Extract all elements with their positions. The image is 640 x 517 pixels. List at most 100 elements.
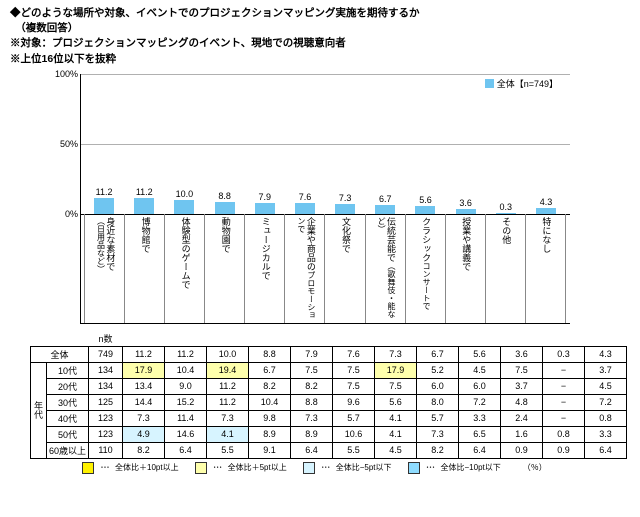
bar (415, 206, 435, 214)
data-cell: 1.6 (501, 426, 543, 442)
data-cell: 11.4 (165, 410, 207, 426)
data-cell: 5.2 (417, 362, 459, 378)
data-cell: 8.2 (249, 378, 291, 394)
y-tick-100: 100% (52, 69, 78, 79)
category-labels: 身近な素材で（日用品など）博物館で体験型のゲームで動物園でミュージカルで企業や商… (80, 214, 570, 324)
table-row: 全体74911.211.210.08.87.97.67.36.75.63.60.… (31, 346, 627, 362)
data-cell: 10.4 (249, 394, 291, 410)
category-slot: 動物園で (204, 214, 244, 324)
data-cell: 8.9 (291, 426, 333, 442)
bar-slot: 7.9 (245, 192, 285, 214)
bar-value-label: 11.2 (136, 187, 153, 197)
data-cell: 8.2 (123, 442, 165, 458)
legend2-swatch (408, 462, 420, 474)
bar-value-label: 4.3 (540, 197, 553, 207)
row-label: 60歳以上 (47, 442, 89, 458)
table-row: 年代10代13417.910.419.46.77.57.517.95.24.57… (31, 362, 627, 378)
category-slot: 特になし (525, 214, 566, 324)
data-cell: 10.6 (333, 426, 375, 442)
data-cell: 6.0 (417, 378, 459, 394)
row-label: 30代 (47, 394, 89, 410)
table-legend: ･･･全体比＋10pt以上 ･･･全体比＋5pt以上 ･･･全体比−5pt以下 … (82, 462, 630, 474)
data-cell: 4.1 (375, 426, 417, 442)
legend2-label: 全体比−10pt以下 (441, 462, 501, 473)
title-line-1: ◆どのような場所や対象、イベントでのプロジェクションマッピング実施を期待するか (10, 6, 630, 21)
data-cell: 7.3 (291, 410, 333, 426)
legend2-swatch (195, 462, 207, 474)
data-cell: 4.5 (585, 378, 627, 394)
data-cell: 6.7 (417, 346, 459, 362)
data-cell: 5.5 (207, 442, 249, 458)
data-cell: 14.4 (123, 394, 165, 410)
data-cell: 7.5 (291, 362, 333, 378)
bar-slot: 11.2 (124, 187, 164, 214)
data-cell: 0.8 (543, 426, 585, 442)
data-cell: 7.2 (585, 394, 627, 410)
legend2-label: 全体比＋10pt以上 (115, 462, 179, 473)
row-label: 40代 (47, 410, 89, 426)
data-cell: − (543, 378, 585, 394)
data-cell: 4.5 (459, 362, 501, 378)
data-cell: 2.4 (501, 410, 543, 426)
data-cell: 8.2 (291, 378, 333, 394)
title-line-2: （複数回答） (10, 21, 630, 36)
data-table: n数全体74911.211.210.08.87.97.67.36.75.63.6… (30, 331, 627, 459)
data-cell: 11.2 (207, 378, 249, 394)
n-cell: 123 (89, 410, 123, 426)
data-cell: 11.2 (123, 346, 165, 362)
data-cell: 9.8 (249, 410, 291, 426)
table-row: 40代1237.311.47.39.87.35.74.15.73.32.4−0.… (31, 410, 627, 426)
data-cell: 9.1 (249, 442, 291, 458)
category-slot: 授業や講義で (445, 214, 485, 324)
data-cell: 10.0 (207, 346, 249, 362)
category-label: 身近な素材で（日用品など） (95, 217, 115, 324)
table-row: 60歳以上1108.26.45.59.16.45.54.58.26.40.90.… (31, 442, 627, 458)
data-cell: 4.1 (207, 426, 249, 442)
bar-slot: 8.8 (205, 191, 245, 214)
category-label: ミュージカルで (260, 217, 270, 280)
data-cell: 17.9 (375, 362, 417, 378)
data-cell: 6.7 (249, 362, 291, 378)
row-label-total: 全体 (31, 346, 89, 362)
bar (174, 200, 194, 214)
data-cell: 3.7 (585, 362, 627, 378)
data-cell: 7.5 (333, 362, 375, 378)
data-cell: 7.3 (207, 410, 249, 426)
data-cell: 13.4 (123, 378, 165, 394)
bar-value-label: 5.6 (419, 195, 432, 205)
data-cell: 6.4 (291, 442, 333, 458)
page-root: ◆どのような場所や対象、イベントでのプロジェクションマッピング実施を期待するか … (0, 0, 640, 517)
data-cell: 7.5 (501, 362, 543, 378)
bar (255, 203, 275, 214)
bar-slot: 11.2 (84, 187, 124, 214)
category-slot: その他 (485, 214, 525, 324)
category-label: クラシックコンサートで (420, 217, 430, 310)
bar (94, 198, 114, 214)
data-cell: 7.9 (291, 346, 333, 362)
category-slot: 博物館で (124, 214, 164, 324)
data-cell: 5.6 (459, 346, 501, 362)
data-cell: 7.3 (375, 346, 417, 362)
category-slot: 伝統芸能で（歌舞伎・能など） (365, 214, 405, 324)
category-label: 文化祭で (340, 217, 350, 253)
data-cell: 5.7 (417, 410, 459, 426)
data-cell: 0.9 (501, 442, 543, 458)
bar-value-label: 7.6 (299, 192, 312, 202)
n-cell: 125 (89, 394, 123, 410)
data-cell: 5.6 (375, 394, 417, 410)
category-label: その他 (500, 217, 510, 244)
data-cell: 6.4 (459, 442, 501, 458)
legend2-label: 全体比＋5pt以上 (228, 462, 287, 473)
row-label: 10代 (47, 362, 89, 378)
data-cell: 7.3 (417, 426, 459, 442)
y-axis: 100% 50% 0% (52, 69, 78, 329)
data-cell: 10.4 (165, 362, 207, 378)
data-cell: 7.3 (123, 410, 165, 426)
data-cell: 7.2 (459, 394, 501, 410)
bars-container: 11.211.210.08.87.97.67.36.75.63.60.34.3 (80, 74, 570, 214)
bar-value-label: 11.2 (96, 187, 113, 197)
bar-value-label: 7.9 (259, 192, 272, 202)
bar-value-label: 8.8 (218, 191, 231, 201)
category-slot: 身近な素材で（日用品など） (84, 214, 124, 324)
data-cell: − (543, 394, 585, 410)
